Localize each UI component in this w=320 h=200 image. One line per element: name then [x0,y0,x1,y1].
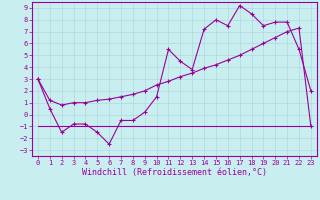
X-axis label: Windchill (Refroidissement éolien,°C): Windchill (Refroidissement éolien,°C) [82,168,267,177]
